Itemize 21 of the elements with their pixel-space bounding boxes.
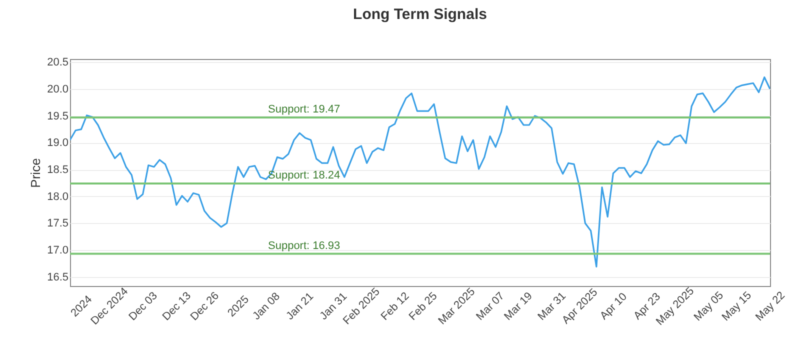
- line-series: [70, 76, 770, 268]
- x-tick-label: Apr 10: [598, 290, 630, 322]
- x-tick-label: Jan 21: [284, 290, 316, 322]
- y-tick-label: 20.5: [47, 56, 68, 69]
- ref-line-label: Support: 19.47: [268, 103, 340, 116]
- y-tick-label: 16.5: [47, 271, 68, 284]
- y-tick-label: 17.5: [47, 218, 68, 230]
- y-axis-title: Price: [28, 158, 44, 188]
- ref-line-label: Support: 16.93: [268, 240, 340, 252]
- x-tick-label: Dec 03: [126, 290, 160, 324]
- chart-title: Long Term Signals: [353, 6, 487, 24]
- y-tick-label: 20.0: [47, 84, 68, 96]
- y-tick-label: 19.0: [47, 137, 68, 150]
- x-tick-label: Jan 08: [250, 290, 282, 322]
- y-tick-label: 18.0: [47, 190, 68, 203]
- ref-line-label: Support: 18.24: [268, 170, 340, 182]
- x-tick-label: Mar 19: [502, 290, 535, 323]
- y-tick-label: 18.5: [47, 164, 68, 176]
- y-tick-label: 17.0: [47, 244, 68, 257]
- y-tick-label: 19.5: [47, 110, 68, 122]
- x-tick-label: May 22: [754, 290, 788, 324]
